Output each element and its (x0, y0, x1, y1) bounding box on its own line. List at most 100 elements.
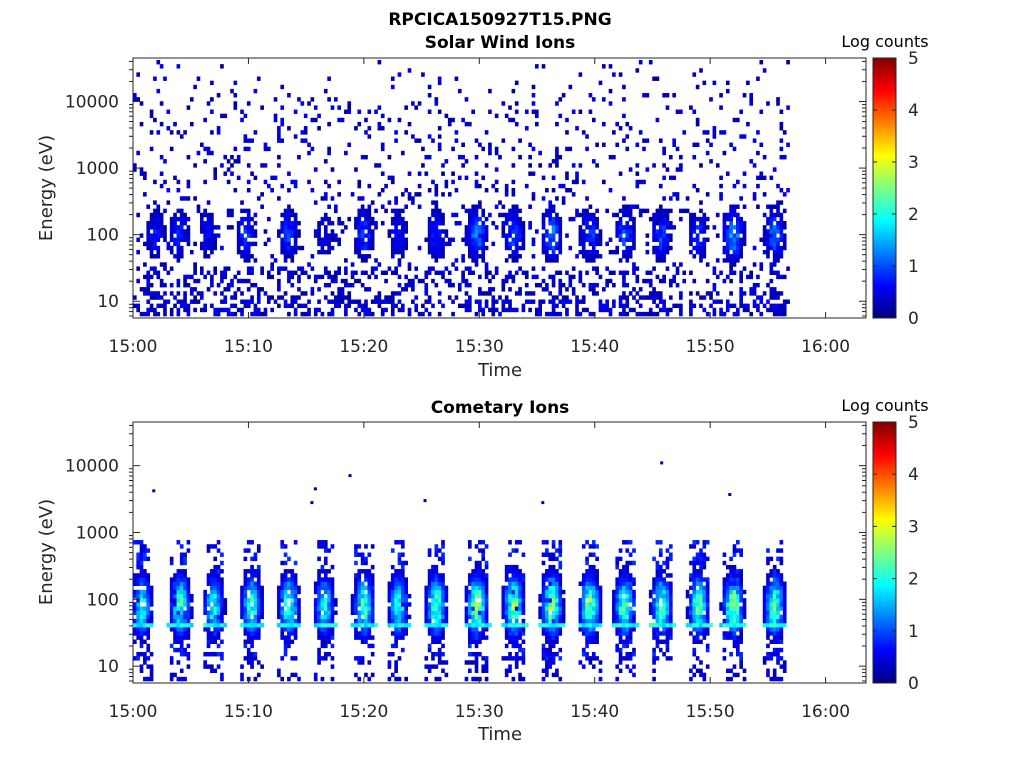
heatmap-cell (377, 59, 382, 65)
heatmap-cell (605, 307, 609, 313)
heatmap-cell (695, 610, 700, 615)
heatmap-cell (551, 581, 556, 586)
heatmap-cell (514, 627, 519, 632)
heatmap-cell (498, 200, 502, 205)
heatmap-cell (434, 249, 439, 255)
heatmap-cell (441, 544, 445, 549)
heatmap-cell (297, 274, 301, 280)
heatmap-cell (203, 274, 207, 280)
heatmap-cell (615, 589, 620, 595)
heatmap-cell (434, 552, 439, 557)
heatmap-cell (682, 208, 687, 214)
heatmap-cell (253, 282, 258, 288)
heatmap-cell (370, 651, 375, 657)
heatmap-cell (585, 635, 589, 640)
heatmap-cell (176, 249, 181, 255)
heatmap-cell (514, 249, 519, 255)
heatmap-cell (555, 270, 559, 276)
heatmap-cell (323, 159, 328, 164)
heatmap-cell (591, 249, 596, 255)
heatmap-cell (216, 233, 221, 238)
heatmap-cell (427, 577, 432, 582)
heatmap-cell (457, 303, 462, 309)
heatmap-cell (779, 126, 784, 131)
heatmap-cell (293, 212, 298, 218)
heatmap-cell (618, 618, 623, 624)
heatmap-cell (595, 598, 599, 603)
heatmap-cell (625, 121, 630, 127)
heatmap-cell (648, 602, 653, 607)
heatmap-cell (246, 577, 251, 582)
heatmap-cell (444, 606, 449, 611)
heatmap-cell (176, 614, 181, 620)
heatmap-cell (756, 130, 760, 135)
heatmap-cell (290, 656, 295, 661)
heatmap-cell (588, 631, 593, 636)
heatmap-cell (206, 229, 211, 234)
heatmap-cell (598, 593, 603, 599)
heatmap-cell (179, 639, 184, 644)
heatmap-cell (548, 221, 553, 226)
heatmap-cell (608, 311, 613, 317)
heatmap-cell (186, 282, 191, 288)
heatmap-cell (625, 225, 630, 230)
heatmap-cell (169, 598, 174, 603)
heatmap-cell (293, 179, 298, 185)
heatmap-cell (732, 225, 737, 230)
heatmap-cell (441, 651, 445, 657)
heatmap-cell (568, 216, 573, 222)
heatmap-cell (220, 610, 224, 615)
heatmap-cell (722, 606, 727, 611)
heatmap-cell (163, 159, 167, 164)
heatmap-cell (551, 295, 556, 300)
heatmap-cell (722, 610, 727, 615)
heatmap-cell (431, 254, 435, 259)
heatmap-cell (725, 606, 730, 611)
heatmap-cell (575, 179, 579, 185)
heatmap-cell (484, 266, 489, 271)
heatmap-cell (632, 627, 636, 632)
heatmap-cell (397, 593, 402, 599)
heatmap-cell (669, 295, 673, 300)
heatmap-cell (484, 262, 489, 267)
heatmap-cell (471, 577, 475, 582)
heatmap-cell (280, 585, 285, 591)
heatmap-cell (323, 266, 328, 271)
heatmap-cell (514, 639, 519, 644)
heatmap-cell (585, 233, 589, 238)
heatmap-cell (354, 573, 358, 578)
heatmap-cell (133, 573, 137, 578)
heatmap-cell (377, 105, 382, 110)
heatmap-cell (283, 651, 288, 657)
heatmap-cell (672, 274, 676, 280)
heatmap-cell (203, 606, 207, 611)
heatmap-cell (705, 598, 710, 603)
heatmap-cell (692, 303, 697, 309)
heatmap-cell (662, 569, 666, 574)
heatmap-cell (725, 577, 730, 582)
heatmap-cell (622, 639, 626, 644)
heatmap-cell (655, 295, 660, 300)
heatmap-cell (662, 627, 666, 632)
heatmap-cell (246, 660, 251, 665)
x-axis-label: Time (477, 360, 522, 381)
heatmap-cell (581, 307, 586, 313)
heatmap-cell (283, 291, 288, 296)
heatmap-cell (444, 585, 449, 591)
heatmap-cell (742, 229, 747, 234)
heatmap-cell (240, 664, 244, 669)
heatmap-cell (591, 639, 596, 644)
heatmap-cell (246, 270, 251, 276)
heatmap-cell (327, 598, 331, 603)
heatmap-cell (739, 295, 743, 300)
heatmap-cell (618, 233, 623, 238)
heatmap-cell (585, 569, 589, 574)
heatmap-cell (622, 540, 626, 545)
heatmap-cell (323, 585, 328, 591)
heatmap-cell (766, 254, 770, 259)
heatmap-cell (253, 552, 258, 557)
heatmap-cell (263, 307, 268, 313)
heatmap-cell (692, 183, 697, 189)
heatmap-cell (367, 610, 372, 615)
heatmap-cell (618, 208, 623, 214)
